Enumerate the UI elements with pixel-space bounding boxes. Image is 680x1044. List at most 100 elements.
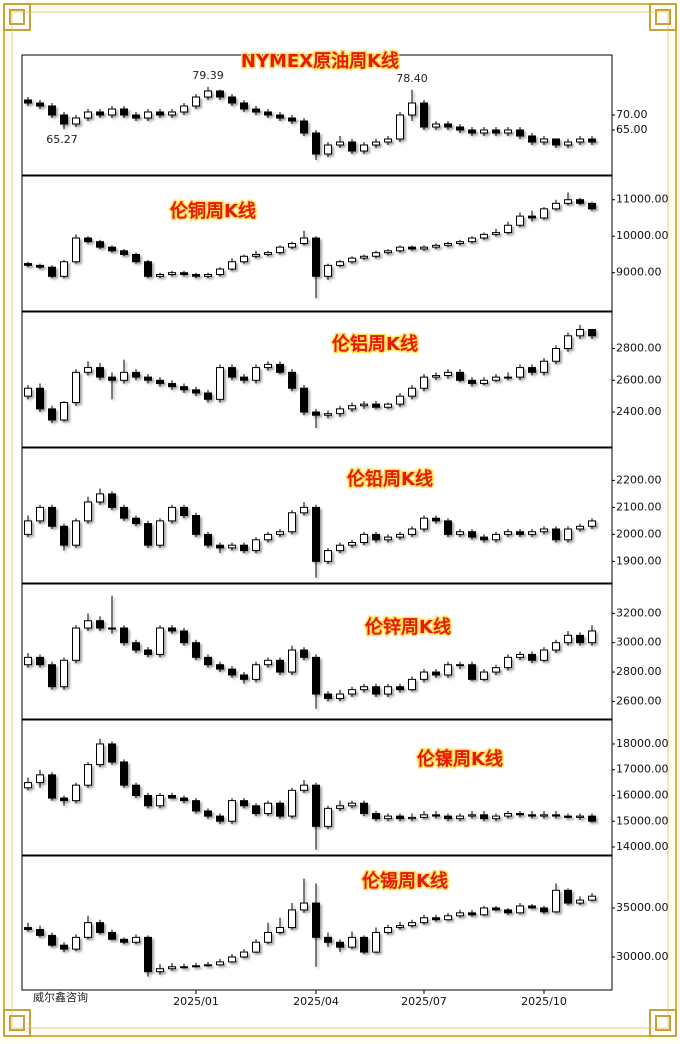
candle-body: [588, 138, 596, 143]
candle-body: [552, 202, 560, 210]
candle-body: [312, 902, 320, 938]
candle-body: [324, 693, 332, 699]
candle-body: [84, 111, 92, 119]
candle-body: [576, 815, 584, 818]
candle-body: [564, 815, 572, 818]
x-tick-label: 2025/04: [293, 995, 339, 1008]
corner-ornaments: [3, 3, 677, 1037]
panel: [21, 855, 613, 991]
candle-body: [204, 90, 212, 98]
candle-body: [432, 123, 440, 128]
panel-title: NYMEX原油周K线: [241, 50, 399, 72]
candle-body: [24, 387, 32, 397]
candle-body: [264, 659, 272, 666]
candle-body: [336, 941, 344, 948]
candle-body: [132, 784, 140, 796]
candle-body: [84, 501, 92, 522]
panel: [21, 719, 613, 856]
candle-body: [156, 274, 164, 277]
price-annotation: 79.39: [192, 69, 224, 82]
y-tick-label: 2800.00: [616, 342, 662, 355]
candle-body: [432, 917, 440, 921]
candle-body: [72, 784, 80, 802]
candle-body: [60, 114, 68, 125]
candle-body: [120, 250, 128, 255]
candle-body: [504, 224, 512, 234]
candle-body: [192, 96, 200, 107]
candle-body: [240, 674, 248, 680]
candle-body: [408, 246, 416, 250]
candle-body: [444, 915, 452, 921]
candle-body: [312, 411, 320, 416]
candle-body: [384, 686, 392, 695]
candle-body: [300, 387, 308, 413]
candle-body: [60, 797, 68, 802]
candle-body: [240, 800, 248, 807]
candle-body: [312, 132, 320, 155]
candle-body: [120, 761, 128, 786]
y-tick-label: 35000.00: [616, 901, 669, 914]
candle-body: [96, 620, 104, 629]
x-tick-label: 2025/07: [401, 995, 447, 1008]
candles: [24, 192, 596, 299]
candle-body: [144, 111, 152, 119]
candle-body: [492, 667, 500, 673]
candle-body: [576, 138, 584, 143]
candle-body: [60, 525, 68, 546]
candles: [24, 878, 596, 977]
y-tick-label: 2600.00: [616, 694, 662, 707]
candle-body: [156, 520, 164, 546]
candle-body: [180, 797, 188, 802]
candle-body: [216, 961, 224, 966]
candle-body: [324, 807, 332, 827]
candle-body: [132, 253, 140, 263]
candle-body: [468, 129, 476, 134]
candle-body: [444, 520, 452, 535]
candle-body: [300, 506, 308, 514]
candle-body: [300, 120, 308, 134]
candle-body: [492, 907, 500, 911]
candle-body: [288, 243, 296, 248]
candle-body: [336, 805, 344, 809]
candle-body: [552, 348, 560, 362]
candles: [24, 595, 596, 709]
candle-body: [564, 889, 572, 904]
candle-body: [564, 335, 572, 350]
candle-body: [216, 815, 224, 822]
candle-body: [48, 506, 56, 527]
panel: [21, 175, 613, 312]
candle-body: [60, 659, 68, 688]
candle-body: [48, 664, 56, 688]
candle-body: [168, 272, 176, 276]
candle-body: [192, 515, 200, 535]
candle-body: [360, 533, 368, 544]
y-tick-label: 17000.00: [616, 763, 669, 776]
candle-body: [216, 664, 224, 670]
candle-body: [492, 533, 500, 541]
candle-body: [348, 936, 356, 948]
candle-body: [456, 531, 464, 535]
candle-body: [336, 544, 344, 552]
candle-body: [396, 395, 404, 405]
candle-body: [372, 813, 380, 820]
candle-body: [348, 542, 356, 546]
candle-body: [348, 141, 356, 152]
candle-body: [276, 114, 284, 119]
y-tick-label: 2100.00: [616, 500, 662, 513]
candle-body: [36, 774, 44, 784]
candle-body: [132, 642, 140, 651]
candle-body: [384, 250, 392, 254]
x-tick-label: 2025/01: [173, 995, 219, 1008]
candle-body: [24, 656, 32, 666]
candle-body: [96, 367, 104, 378]
candle-body: [564, 141, 572, 146]
candle-body: [300, 784, 308, 791]
candle-body: [288, 371, 296, 389]
source: 威尔鑫咨询: [33, 990, 88, 1004]
candle-body: [504, 531, 512, 535]
candle-body: [576, 525, 584, 530]
candle-body: [132, 114, 140, 119]
candle-body: [408, 102, 416, 116]
candle-body: [432, 244, 440, 248]
